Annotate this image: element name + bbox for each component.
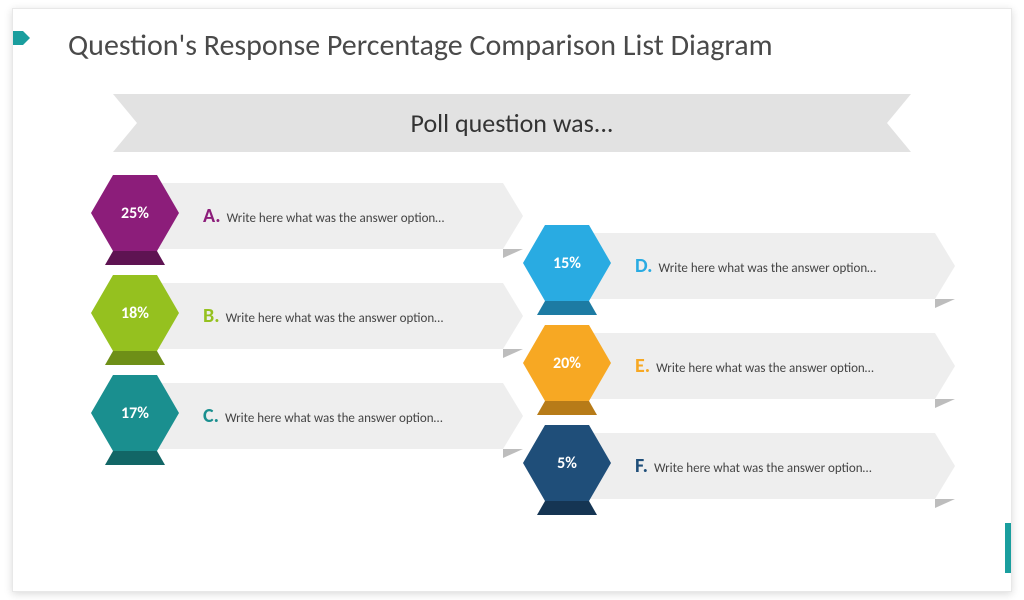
slide-card: Question's Response Percentage Compariso… bbox=[12, 8, 1012, 592]
answer-text: E. Write here what was the answer option… bbox=[635, 353, 874, 380]
percent-value: 17% bbox=[121, 404, 149, 423]
percent-hexagon: 20% bbox=[523, 325, 611, 401]
answer-letter: D. bbox=[635, 254, 653, 278]
arrow-shadow-icon bbox=[935, 399, 955, 408]
percent-value: 18% bbox=[121, 304, 149, 323]
answer-item: F. Write here what was the answer option…… bbox=[523, 429, 963, 513]
answer-arrow: A. Write here what was the answer option… bbox=[143, 183, 503, 249]
percent-value: 15% bbox=[553, 254, 581, 273]
accent-left-icon bbox=[13, 31, 23, 45]
answer-text: F. Write here what was the answer option… bbox=[635, 453, 872, 480]
column-left: A. Write here what was the answer option…… bbox=[91, 179, 531, 479]
answer-item: B. Write here what was the answer option…… bbox=[91, 279, 531, 363]
answer-item: D. Write here what was the answer option…… bbox=[523, 229, 963, 313]
arrow-shadow-icon bbox=[503, 449, 523, 458]
arrow-shadow-icon bbox=[935, 499, 955, 508]
percent-hexagon: 15% bbox=[523, 225, 611, 301]
answer-arrow: D. Write here what was the answer option… bbox=[575, 233, 935, 299]
answer-item: E. Write here what was the answer option…… bbox=[523, 329, 963, 413]
answer-arrow: E. Write here what was the answer option… bbox=[575, 333, 935, 399]
arrow-shadow-icon bbox=[935, 299, 955, 308]
answer-text: A. Write here what was the answer option… bbox=[203, 203, 444, 230]
column-right: D. Write here what was the answer option…… bbox=[523, 229, 963, 529]
answer-letter: B. bbox=[203, 304, 220, 328]
arrow-shadow-icon bbox=[503, 349, 523, 358]
poll-question-ribbon: Poll question was... bbox=[113, 94, 911, 152]
answer-text: B. Write here what was the answer option… bbox=[203, 303, 443, 330]
answer-arrow: F. Write here what was the answer option… bbox=[575, 433, 935, 499]
percent-hexagon: 17% bbox=[91, 375, 179, 451]
answer-arrow: C. Write here what was the answer option… bbox=[143, 383, 503, 449]
answer-text: D. Write here what was the answer option… bbox=[635, 253, 876, 280]
answer-text: C. Write here what was the answer option… bbox=[203, 403, 443, 430]
answer-body-text: Write here what was the answer option… bbox=[226, 311, 444, 326]
answer-letter: A. bbox=[203, 204, 221, 228]
percent-value: 20% bbox=[553, 354, 581, 373]
answer-letter: C. bbox=[203, 404, 219, 428]
arrow-shadow-icon bbox=[503, 249, 523, 258]
answer-item: A. Write here what was the answer option…… bbox=[91, 179, 531, 263]
page-title: Question's Response Percentage Compariso… bbox=[68, 27, 773, 64]
accent-right-icon bbox=[1005, 523, 1011, 573]
answer-item: C. Write here what was the answer option…… bbox=[91, 379, 531, 463]
percent-hexagon: 25% bbox=[91, 175, 179, 251]
percent-hexagon: 5% bbox=[523, 425, 611, 501]
answer-body-text: Write here what was the answer option… bbox=[225, 411, 443, 426]
answer-body-text: Write here what was the answer option… bbox=[654, 461, 872, 476]
answer-arrow: B. Write here what was the answer option… bbox=[143, 283, 503, 349]
answer-body-text: Write here what was the answer option… bbox=[227, 211, 445, 226]
answer-body-text: Write here what was the answer option… bbox=[659, 261, 877, 276]
answer-letter: E. bbox=[635, 354, 650, 378]
answer-body-text: Write here what was the answer option… bbox=[656, 361, 874, 376]
answer-letter: F. bbox=[635, 454, 648, 478]
percent-value: 5% bbox=[557, 454, 577, 473]
ribbon-text: Poll question was... bbox=[411, 107, 614, 139]
percent-hexagon: 18% bbox=[91, 275, 179, 351]
percent-value: 25% bbox=[121, 204, 149, 223]
